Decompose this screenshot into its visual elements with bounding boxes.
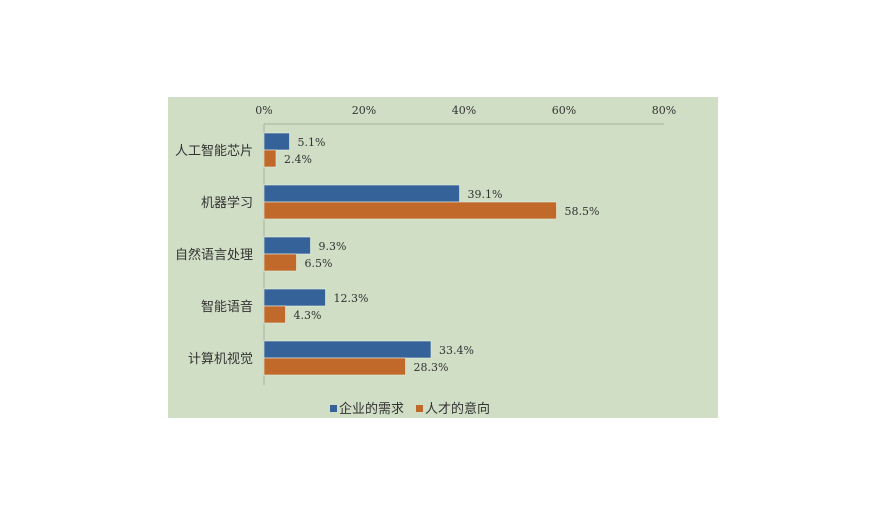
bar-enterprise-demand bbox=[263, 340, 432, 359]
bar-enterprise-demand bbox=[263, 132, 290, 151]
x-tick-label: 20% bbox=[352, 104, 376, 117]
chart-background bbox=[168, 97, 718, 418]
bar-talent-intention bbox=[263, 357, 406, 376]
bar-enterprise-demand bbox=[263, 184, 460, 203]
data-label: 58.5% bbox=[565, 205, 600, 218]
bar-enterprise-demand bbox=[263, 288, 326, 307]
data-label: 39.1% bbox=[468, 188, 503, 201]
category-label: 计算机视觉 bbox=[188, 352, 253, 367]
data-label: 9.3% bbox=[319, 240, 347, 253]
legend-label: 人才的意向 bbox=[425, 401, 490, 417]
legend-swatch bbox=[416, 405, 423, 412]
bar-talent-intention bbox=[263, 149, 277, 168]
x-tick-label: 60% bbox=[552, 104, 576, 117]
bar-enterprise-demand bbox=[263, 236, 311, 255]
data-label: 33.4% bbox=[439, 344, 474, 357]
bar-talent-intention bbox=[263, 253, 297, 272]
category-label: 自然语言处理 bbox=[175, 247, 253, 263]
x-tick-label: 80% bbox=[652, 104, 676, 117]
category-label: 机器学习 bbox=[201, 195, 253, 211]
bar-talent-intention bbox=[263, 201, 557, 220]
bar-talent-intention bbox=[263, 305, 286, 324]
legend-swatch bbox=[330, 405, 337, 412]
data-label: 12.3% bbox=[334, 292, 369, 305]
data-label: 5.1% bbox=[298, 136, 326, 149]
legend-label: 企业的需求 bbox=[339, 401, 404, 417]
data-label: 2.4% bbox=[284, 153, 312, 166]
data-label: 4.3% bbox=[294, 309, 322, 322]
data-label: 28.3% bbox=[414, 361, 449, 374]
category-label: 智能语音 bbox=[201, 299, 253, 315]
category-label: 人工智能芯片 bbox=[175, 144, 253, 159]
x-tick-label: 0% bbox=[255, 104, 272, 117]
data-label: 6.5% bbox=[305, 257, 333, 270]
x-tick-label: 40% bbox=[452, 104, 476, 117]
